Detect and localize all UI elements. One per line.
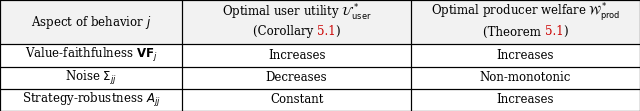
Text: Non-monotonic: Non-monotonic [480,71,571,84]
Text: Value-faithfulness $\mathbf{VF}_j$: Value-faithfulness $\mathbf{VF}_j$ [25,47,157,64]
Text: (Corollary: (Corollary [253,25,317,39]
Text: 5.1: 5.1 [317,25,335,39]
Text: ): ) [563,25,568,39]
Text: (Corollary 5.1): (Corollary 5.1) [253,25,340,39]
Text: Increases: Increases [268,49,325,62]
Text: Decreases: Decreases [266,71,328,84]
Text: Optimal producer welfare $\mathcal{W}^*_{\mathrm{prod}}$: Optimal producer welfare $\mathcal{W}^*_… [431,2,620,24]
Text: 5.1: 5.1 [545,25,563,39]
Text: Noise $\Sigma_{jj}$: Noise $\Sigma_{jj}$ [65,69,117,87]
Text: (Theorem 5.1): (Theorem 5.1) [483,25,568,39]
Text: Increases: Increases [497,49,554,62]
Text: Optimal user utility $\mathcal{U}^*_{\mathrm{user}}$: Optimal user utility $\mathcal{U}^*_{\ma… [222,3,371,23]
Text: ): ) [335,25,340,39]
Text: (Theorem: (Theorem [483,25,545,39]
Text: Constant: Constant [270,93,323,106]
Bar [0,0,640,44]
Text: Strategy-robustness $A_{jj}$: Strategy-robustness $A_{jj}$ [22,91,161,109]
Text: Increases: Increases [497,93,554,106]
Text: Aspect of behavior $j$: Aspect of behavior $j$ [31,14,152,31]
